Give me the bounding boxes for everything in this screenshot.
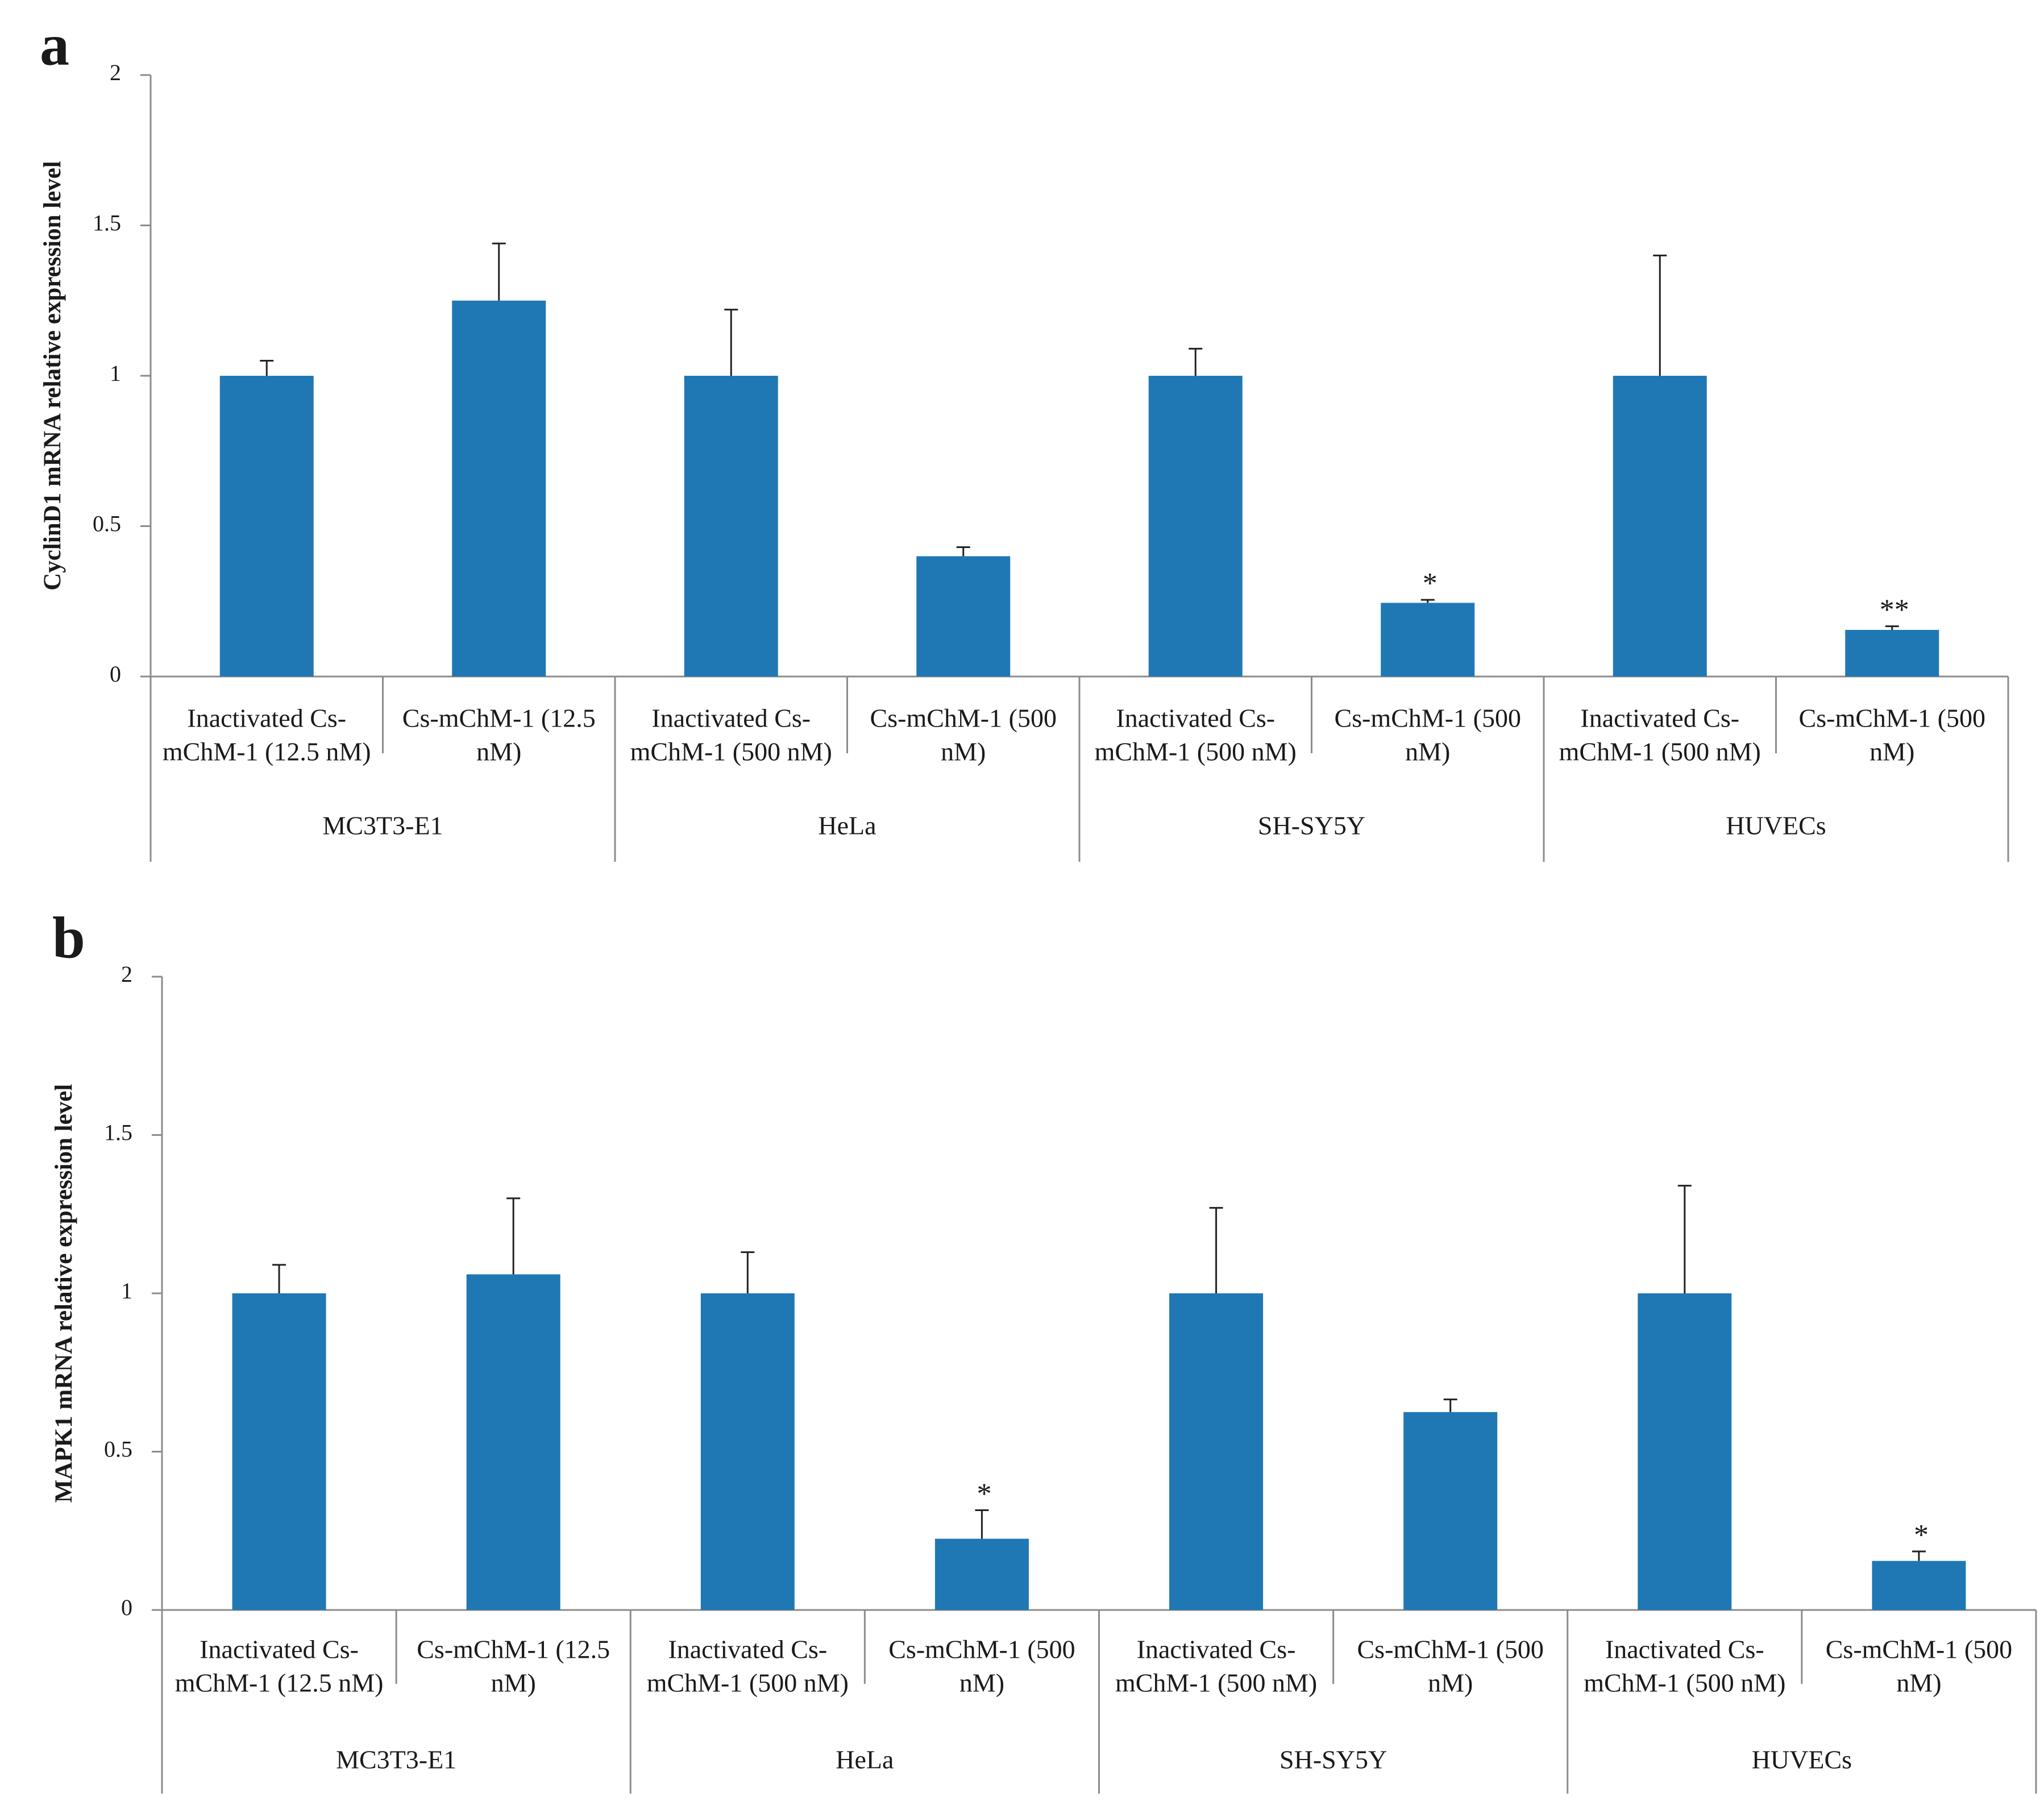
y-tick-label: 0 <box>110 661 121 687</box>
group-label: SH-SY5Y <box>1258 811 1365 840</box>
category-label-line2: mChM-1 (12.5 nM) <box>163 737 371 766</box>
category-label-line2: mChM-1 (500 nM) <box>1095 737 1297 766</box>
y-tick-label: 1.5 <box>93 210 121 236</box>
category-label-line2: mChM-1 (500 nM) <box>647 1669 849 1698</box>
category-label-line2: mChM-1 (500 nM) <box>1584 1669 1785 1698</box>
category-label-line1: Inactivated Cs- <box>187 704 346 733</box>
bar <box>916 556 1011 677</box>
category-label-line1: Cs-mChM-1 (500 <box>1335 704 1521 733</box>
category-label-line2: nM) <box>1405 737 1450 766</box>
panel-b-chart: b MAPK1 mRNA relative expression level 0 0.… <box>51 905 2037 1794</box>
group-label: SH-SY5Y <box>1279 1745 1387 1774</box>
bar <box>1381 603 1475 677</box>
bar <box>1148 376 1243 677</box>
panel-label: b <box>52 905 85 970</box>
bar <box>934 1538 1029 1610</box>
category-label-line1: Cs-mChM-1 (500 <box>1357 1635 1543 1664</box>
y-tick-label: 2 <box>110 60 121 85</box>
y-axis-title: MAPK1 mRNA relative expression level <box>51 1084 77 1503</box>
y-tick-label: 0.5 <box>104 1437 132 1462</box>
group-label: MC3T3-E1 <box>336 1745 456 1774</box>
bar <box>1638 1293 1732 1610</box>
category-label-line2: nM) <box>1428 1669 1473 1698</box>
category-label-line1: Inactivated Cs- <box>200 1635 359 1664</box>
bar <box>232 1293 326 1610</box>
category-label-line1: Cs-mChM-1 (500 <box>888 1635 1075 1664</box>
category-label-line1: Inactivated Cs- <box>651 704 811 733</box>
category-label-line1: Inactivated Cs- <box>1137 1635 1296 1664</box>
group-label: HUVECs <box>1752 1745 1852 1774</box>
category-label-line1: Cs-mChM-1 (12.5 <box>417 1635 610 1664</box>
bar <box>684 376 778 677</box>
bar <box>1872 1561 1966 1610</box>
y-tick-label: 0.5 <box>93 511 121 537</box>
y-tick-label: 1 <box>110 360 121 386</box>
y-tick-label: 1.5 <box>104 1120 132 1146</box>
bar <box>1613 376 1707 677</box>
group-label: HeLa <box>818 811 876 840</box>
bar <box>452 300 546 677</box>
category-label-line2: mChM-1 (500 nM) <box>630 737 832 766</box>
group-label: HUVECs <box>1726 811 1826 840</box>
y-tick-label: 2 <box>121 961 132 987</box>
category-label-line2: mChM-1 (500 nM) <box>1115 1669 1317 1698</box>
y-tick-label: 1 <box>121 1278 132 1304</box>
y-axis-title: CyclinD1 mRNA relative expression level <box>39 161 66 591</box>
group-label: HeLa <box>836 1745 894 1774</box>
category-label-line2: mChM-1 (12.5 nM) <box>175 1669 384 1698</box>
group-label: MC3T3-E1 <box>322 811 443 840</box>
significance-marker: ** <box>1880 594 1909 626</box>
category-label-line2: nM) <box>491 1669 536 1698</box>
category-label-line2: nM) <box>476 737 521 766</box>
category-label-line1: Inactivated Cs- <box>1116 704 1275 733</box>
panel-a-chart: a CyclinD1 mRNA relative expression level… <box>39 13 2009 862</box>
bar <box>700 1293 795 1610</box>
significance-marker: * <box>977 1478 991 1510</box>
category-label-line1: Inactivated Cs- <box>1580 704 1739 733</box>
category-label-line2: mChM-1 (500 nM) <box>1559 737 1761 766</box>
bar <box>1845 630 1939 677</box>
panel-label: a <box>40 13 69 78</box>
category-label-line1: Inactivated Cs- <box>668 1635 827 1664</box>
bar <box>1403 1412 1498 1610</box>
category-label-line1: Cs-mChM-1 (500 <box>1799 704 1985 733</box>
significance-marker: * <box>1914 1519 1929 1551</box>
bar <box>1169 1293 1264 1610</box>
category-label-line2: nM) <box>959 1669 1004 1698</box>
category-label-line1: Inactivated Cs- <box>1605 1635 1764 1664</box>
category-label-line1: Cs-mChM-1 (12.5 <box>402 704 596 733</box>
category-label-line2: nM) <box>941 737 986 766</box>
category-label-line1: Cs-mChM-1 (500 <box>870 704 1057 733</box>
bar <box>219 376 314 677</box>
y-tick-label: 0 <box>121 1595 132 1620</box>
significance-marker: * <box>1423 567 1438 600</box>
category-label-line1: Cs-mChM-1 (500 <box>1826 1635 2012 1664</box>
bar <box>466 1274 560 1610</box>
category-label-line2: nM) <box>1869 737 1914 766</box>
category-label-line2: nM) <box>1896 1669 1941 1698</box>
